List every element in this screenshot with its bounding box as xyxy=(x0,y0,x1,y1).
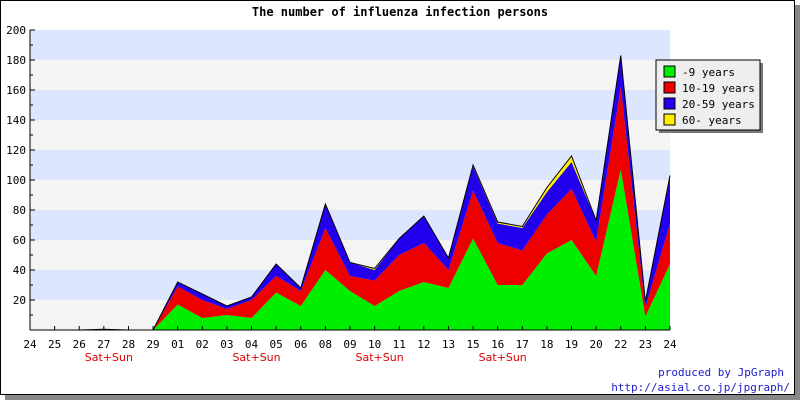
x-tick-label: 10 xyxy=(368,338,381,351)
y-tick-label: 60 xyxy=(13,234,26,247)
y-tick-label: 200 xyxy=(6,24,26,37)
x-tick-label: 24 xyxy=(23,338,37,351)
legend-label: 60- years xyxy=(682,114,742,127)
weekend-label: Sat+Sun xyxy=(232,351,280,364)
credit-line-2[interactable]: http://asial.co.jp/jpgraph/ xyxy=(611,381,790,394)
x-tick-label: 09 xyxy=(343,338,356,351)
grid-band xyxy=(30,120,670,150)
legend-label: 10-19 years xyxy=(682,82,755,95)
legend-swatch xyxy=(663,113,676,126)
x-tick-label: 29 xyxy=(146,338,159,351)
y-tick-label: 100 xyxy=(6,174,26,187)
x-tick-label: 26 xyxy=(73,338,86,351)
x-tick-label: 25 xyxy=(48,338,61,351)
x-axis-ticks: 24 25 26 27 28 29 01 02 03 04 05 06 08 09 10 11 12 13 15 16… xyxy=(23,326,677,364)
y-tick-label: 20 xyxy=(13,294,26,307)
frame-shadow-bottom xyxy=(5,395,800,400)
frame-shadow-right xyxy=(795,5,800,400)
y-tick-label: 40 xyxy=(13,264,26,277)
x-tick-label: 20 xyxy=(590,338,603,351)
x-tick-label: 15 xyxy=(466,338,479,351)
weekend-label: Sat+Sun xyxy=(85,351,133,364)
area-2 xyxy=(30,57,670,330)
x-tick-label: 12 xyxy=(417,338,430,351)
grid-band xyxy=(30,30,670,60)
x-tick-label: 27 xyxy=(97,338,110,351)
y-tick-label: 160 xyxy=(6,84,26,97)
y-tick-label: 80 xyxy=(13,204,26,217)
legend: -9 years 10-19 years 20-59 years 60- years xyxy=(655,59,763,133)
area-0 xyxy=(30,169,670,330)
x-tick-label: 02 xyxy=(196,338,209,351)
y-tick-label: 180 xyxy=(6,54,26,67)
weekend-label: Sat+Sun xyxy=(356,351,404,364)
x-tick-label: 18 xyxy=(540,338,553,351)
x-tick-label: 04 xyxy=(245,338,259,351)
legend-swatch xyxy=(663,65,676,78)
x-tick-label: 17 xyxy=(516,338,529,351)
x-tick-label: 11 xyxy=(393,338,406,351)
x-tick-label: 23 xyxy=(639,338,652,351)
grid-band xyxy=(30,60,670,90)
grid-band xyxy=(30,90,670,120)
chart-title: The number of influenza infection person… xyxy=(252,5,548,19)
x-tick-label: 06 xyxy=(294,338,307,351)
legend-swatch xyxy=(663,97,676,110)
x-tick-label: 24 xyxy=(663,338,677,351)
legend-swatch xyxy=(663,81,676,94)
legend-label: 20-59 years xyxy=(682,98,755,111)
x-tick-label: 01 xyxy=(171,338,184,351)
x-tick-label: 05 xyxy=(270,338,283,351)
x-tick-label: 08 xyxy=(319,338,332,351)
area-1 xyxy=(30,87,670,330)
x-tick-label: 16 xyxy=(491,338,504,351)
y-tick-label: 120 xyxy=(6,144,26,157)
weekend-label: Sat+Sun xyxy=(479,351,527,364)
x-tick-label: 19 xyxy=(565,338,578,351)
x-tick-label: 03 xyxy=(220,338,233,351)
credit-line-1[interactable]: produced by JpGraph xyxy=(658,366,784,379)
x-tick-label: 28 xyxy=(122,338,135,351)
x-tick-label: 22 xyxy=(614,338,627,351)
legend-label: -9 years xyxy=(682,66,735,79)
y-axis-ticks: 20 40 60 80 100 120 140 160 180 200 xyxy=(6,24,35,316)
x-tick-label: 13 xyxy=(442,338,455,351)
y-tick-label: 140 xyxy=(6,114,26,127)
